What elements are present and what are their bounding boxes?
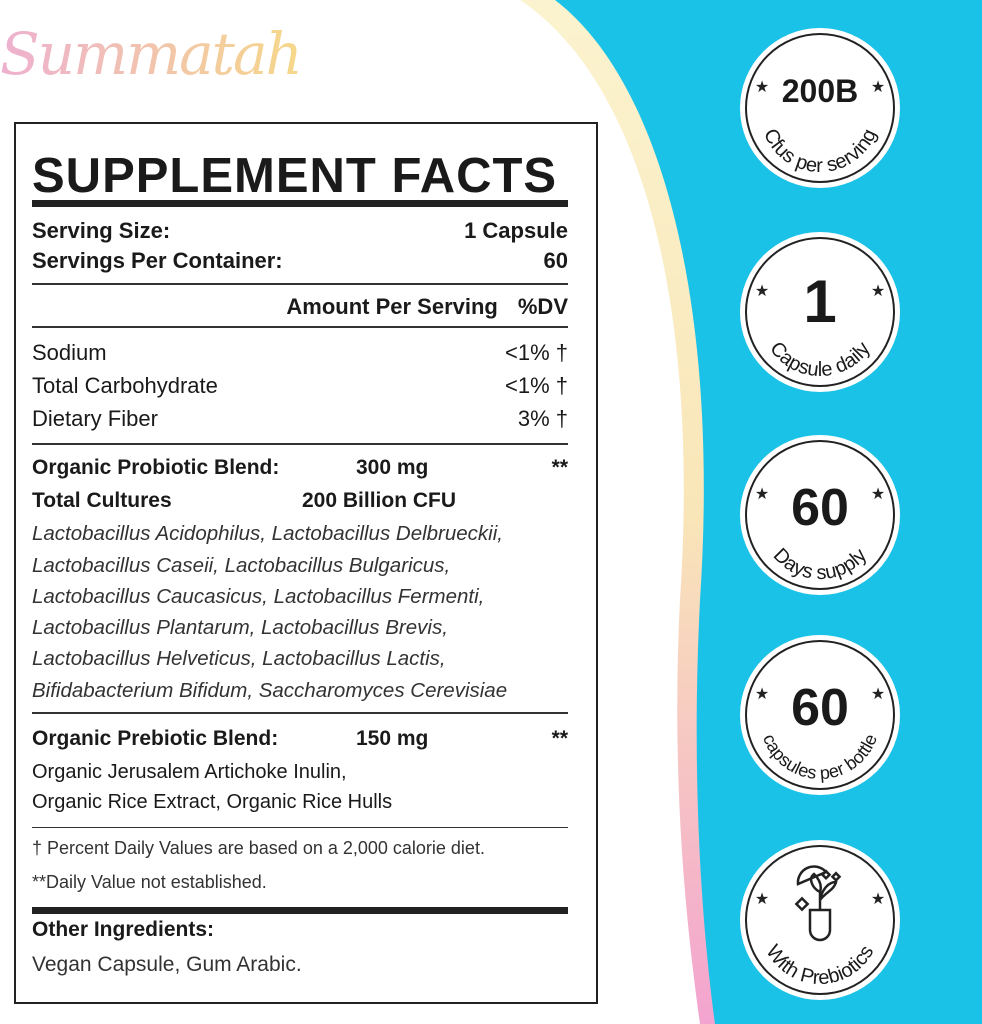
amount: 150 mg bbox=[356, 727, 429, 750]
dv: <1% † bbox=[505, 340, 568, 365]
star-icon: ★ bbox=[755, 486, 769, 503]
prebiotic-line: Organic Jerusalem Artichoke Inulin, bbox=[32, 761, 347, 783]
name: Total Carbohydrate bbox=[32, 373, 218, 398]
amount-header: Amount Per Serving %DV bbox=[32, 294, 568, 320]
divider bbox=[32, 200, 568, 207]
name: Sodium bbox=[32, 340, 107, 365]
strain-line: Lactobacillus Caucasicus, Lactobacillus … bbox=[32, 585, 485, 608]
badge: ★ ★With Prebiotics bbox=[740, 840, 900, 1000]
star-icon: ★ bbox=[755, 79, 769, 96]
supplement-facts-panel: SUPPLEMENT FACTS Serving Size: 1 Capsule … bbox=[14, 122, 598, 1004]
capsule-sprout-icon bbox=[794, 865, 842, 942]
dv: <1% † bbox=[505, 373, 568, 398]
amount: 300 mg bbox=[356, 456, 429, 479]
prebiotic-line: Organic Rice Extract, Organic Rice Hulls bbox=[32, 791, 393, 813]
strain-line: Bifidabacterium Bifidum, Saccharomyces C… bbox=[32, 679, 508, 702]
strain-line: Lactobacillus Caseii, Lactobacillus Bulg… bbox=[32, 554, 451, 577]
dv: 3% † bbox=[517, 406, 568, 431]
nutrient-row: Total Carbohydrate <1% † bbox=[32, 373, 568, 399]
badge-value: 200B bbox=[782, 73, 859, 109]
name: Organic Prebiotic Blend: bbox=[32, 727, 279, 750]
star-icon: ★ bbox=[871, 486, 885, 503]
divider bbox=[32, 443, 568, 445]
star-icon: ★ bbox=[871, 79, 885, 96]
footnote: † Percent Daily Values are based on a 2,… bbox=[32, 838, 485, 858]
servings-row: Servings Per Container: 60 bbox=[32, 248, 568, 274]
label: %DV bbox=[517, 294, 568, 319]
cultures-row: Total Cultures 200 Billion CFU bbox=[32, 489, 568, 513]
other-ingredients-label: Other Ingredients: bbox=[32, 918, 215, 941]
divider bbox=[32, 712, 568, 714]
serving-size-row: Serving Size: 1 Capsule bbox=[32, 218, 568, 244]
divider bbox=[32, 326, 568, 328]
label: Total Cultures bbox=[32, 489, 172, 512]
brand-logo: Summatah bbox=[0, 20, 303, 88]
name: Dietary Fiber bbox=[32, 406, 158, 431]
star-icon: ★ bbox=[755, 686, 769, 703]
star-icon: ★ bbox=[871, 686, 885, 703]
dv: ** bbox=[551, 456, 568, 479]
name: Organic Probiotic Blend: bbox=[32, 456, 280, 479]
value: 1 Capsule bbox=[464, 218, 568, 243]
star-icon: ★ bbox=[871, 891, 885, 908]
star-icon: ★ bbox=[755, 891, 769, 908]
prebiotic-row: Organic Prebiotic Blend: 150 mg ** bbox=[32, 727, 568, 751]
strain-line: Lactobacillus Plantarum, Lactobacillus B… bbox=[32, 616, 448, 639]
nutrient-row: Dietary Fiber 3% † bbox=[32, 406, 568, 432]
probiotic-row: Organic Probiotic Blend: 300 mg ** bbox=[32, 456, 568, 480]
label: Serving Size: bbox=[32, 218, 171, 243]
label: Amount Per Serving bbox=[286, 294, 498, 319]
badge-value: 60 bbox=[791, 479, 849, 537]
value: 60 bbox=[543, 248, 568, 273]
facts-title: SUPPLEMENT FACTS bbox=[32, 149, 558, 203]
badge-value: 1 bbox=[803, 268, 836, 335]
divider bbox=[32, 907, 568, 914]
other-ingredients: Vegan Capsule, Gum Arabic. bbox=[32, 953, 302, 976]
divider bbox=[32, 827, 568, 828]
star-icon: ★ bbox=[871, 283, 885, 300]
badge-value: 60 bbox=[791, 679, 849, 737]
divider bbox=[32, 283, 568, 285]
strain-line: Lactobacillus Acidophilus, Lactobacillus… bbox=[32, 522, 503, 545]
label: Servings Per Container: bbox=[32, 248, 283, 273]
nutrient-row: Sodium <1% † bbox=[32, 340, 568, 366]
dv: ** bbox=[551, 727, 568, 750]
footnote: **Daily Value not established. bbox=[32, 872, 267, 892]
star-icon: ★ bbox=[755, 283, 769, 300]
strain-line: Lactobacillus Helveticus, Lactobacillus … bbox=[32, 647, 446, 670]
value: 200 Billion CFU bbox=[302, 489, 457, 512]
